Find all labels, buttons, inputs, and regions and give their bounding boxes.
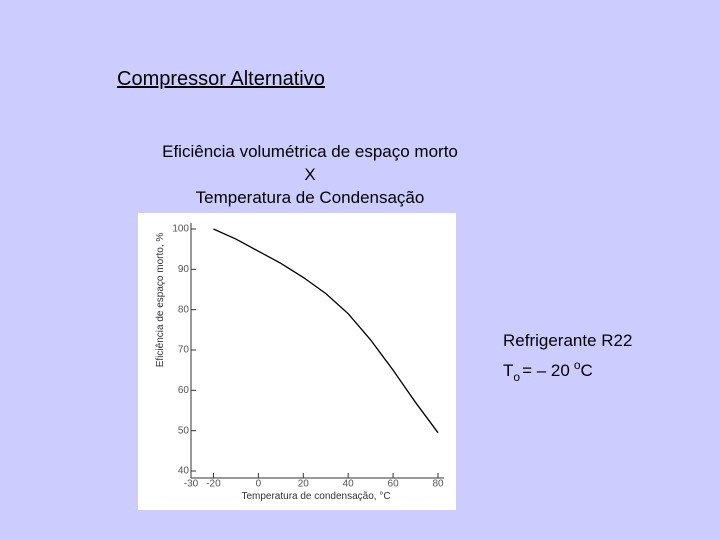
subtitle: Temperatura de Condensação — [196, 188, 425, 207]
y-tick-label: 90 — [178, 264, 190, 275]
x-tick-label: 20 — [298, 479, 310, 490]
subtitle: X — [304, 165, 315, 184]
y-tick-label: 40 — [178, 466, 190, 477]
y-tick-label: 60 — [178, 385, 190, 396]
x-tick-label: 60 — [388, 479, 400, 490]
refrigerant: Refrigerante R22 — [503, 331, 632, 350]
x-tick-label: 80 — [432, 479, 444, 490]
data-line — [213, 228, 439, 434]
y-tick-label: 50 — [178, 425, 190, 436]
y-axis-label: Eficiência de espaço morto, % — [155, 233, 166, 368]
superscript: o — [574, 358, 581, 372]
y-tick-label: 100 — [172, 224, 189, 235]
slide-title: Compressor Alternativo — [117, 68, 325, 90]
equals: = – 20 — [522, 361, 570, 380]
x-tick-label: 40 — [343, 479, 355, 490]
subtitle: Eficiência volumétrica de espaço morto — [162, 142, 458, 161]
y-tick-label: 80 — [178, 304, 190, 315]
evaporation-temperature: To = – 20 oC — [503, 358, 593, 384]
x-tick-label: -30 — [184, 479, 199, 490]
x-tick-label: 0 — [256, 479, 262, 490]
x-tick-label: -20 — [206, 479, 221, 490]
y-tick-label: 70 — [178, 345, 190, 356]
x-axis-label: Temperatura de condensação, °C — [241, 491, 390, 502]
unit: C — [581, 361, 593, 380]
subscript: o — [513, 370, 520, 384]
symbol: T — [503, 361, 513, 380]
